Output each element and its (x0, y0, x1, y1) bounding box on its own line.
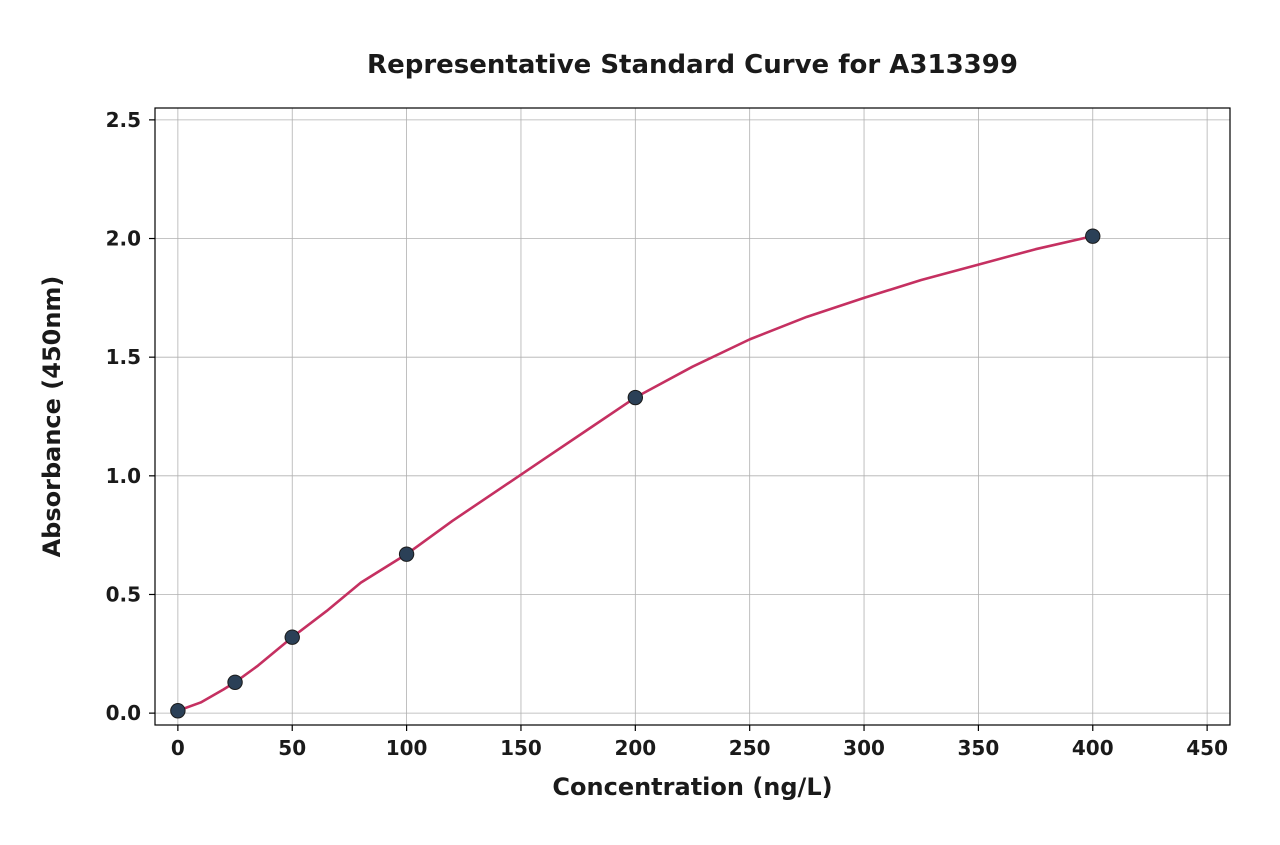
standard-curve-chart: 0 50 100 150 200 250 300 350 400 450 0.0 0.5 1.0 1.5 2… (0, 0, 1280, 845)
x-tick-label: 400 (1072, 736, 1114, 760)
x-tick-label: 300 (843, 736, 885, 760)
y-tick-label: 2.5 (106, 108, 141, 132)
chart-title: Representative Standard Curve for A31339… (367, 50, 1018, 80)
data-point (628, 390, 642, 404)
x-tick-label: 100 (386, 736, 428, 760)
chart-bg (0, 0, 1280, 845)
y-tick-label: 1.5 (106, 345, 141, 369)
x-tick-label: 0 (171, 736, 185, 760)
y-axis-label: Absorbance (450nm) (38, 276, 66, 558)
x-tick-label: 150 (500, 736, 542, 760)
x-tick-label: 50 (278, 736, 306, 760)
y-tick-label: 1.0 (106, 464, 141, 488)
x-tick-label: 250 (729, 736, 771, 760)
x-tick-label: 200 (614, 736, 656, 760)
data-point (228, 675, 242, 689)
data-point (285, 630, 299, 644)
data-point (399, 547, 413, 561)
y-tick-label: 0.0 (106, 701, 141, 725)
data-point (171, 704, 185, 718)
chart-container: 0 50 100 150 200 250 300 350 400 450 0.0 0.5 1.0 1.5 2… (0, 0, 1280, 845)
x-axis-label: Concentration (ng/L) (552, 773, 832, 801)
x-tick-label: 450 (1186, 736, 1228, 760)
data-point (1086, 229, 1100, 243)
x-tick-label: 350 (958, 736, 1000, 760)
y-tick-label: 0.5 (106, 582, 141, 606)
y-tick-label: 2.0 (106, 227, 141, 251)
